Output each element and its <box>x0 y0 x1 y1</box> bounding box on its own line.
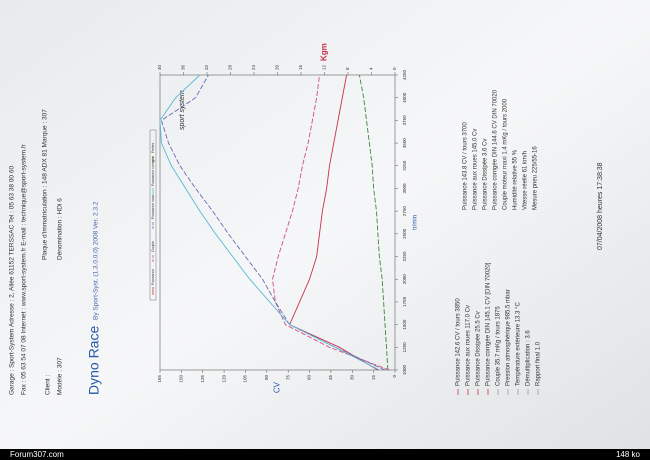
x-axis-label: tr/min <box>413 215 419 230</box>
y2-tick-label: 0 <box>392 67 397 70</box>
y-tick-label: 150 <box>179 375 184 383</box>
y-tick-label: 75 <box>285 375 290 381</box>
y2-tick-label: 32 <box>204 64 209 70</box>
x-tick-label: 4250 <box>402 69 407 80</box>
y2-tick-label: 36 <box>181 64 186 70</box>
result-right: Vitesse réelle 61 km/h <box>523 151 529 210</box>
document: Garage : Sport-System Adresse : 2, Allée… <box>9 43 604 395</box>
x-tick-label: 2250 <box>402 251 407 262</box>
legend-label: Pertes <box>151 143 155 153</box>
header-line: Garage : Sport-System Adresse : 2, Allée… <box>9 166 16 395</box>
footer-size: 148 ko <box>616 450 641 459</box>
y2-tick-label: 16 <box>298 64 303 70</box>
footer-site: Forum307.com <box>10 450 64 459</box>
result-left: Couple 35.7 mKg / tours 1875 <box>496 306 502 386</box>
report-subtitle: By Sport-Syst. (1.3.0.0.0) 2008 Ver. 2.3… <box>93 201 100 320</box>
result-left: Pression atmosphérique 985.5 mbar <box>506 289 512 386</box>
result-left: Puissance aux roues 117.0 Cv <box>466 305 472 386</box>
y-tick-label: 165 <box>157 375 162 383</box>
plate: Plaque d'immatriculation : 148 ADX 81 Ma… <box>42 109 49 260</box>
series-line <box>159 74 380 371</box>
y-tick-label: 105 <box>243 375 248 383</box>
result-left: Température extérieure 13.3 °C <box>516 302 522 386</box>
legend-box <box>149 129 157 301</box>
x-tick-label: 2000 <box>402 274 407 285</box>
header-line: Fax : 05 63 54 07 08 Internet : www.spor… <box>21 143 28 395</box>
y2-axis-label: Kgm <box>320 43 329 61</box>
vehicle-name: Dénomination : HDi 6 <box>57 198 64 260</box>
client: Client : <box>45 375 52 395</box>
y2-tick-label: 12 <box>322 64 327 70</box>
report-title: Dyno Race <box>86 326 102 395</box>
y-tick-label: 120 <box>221 375 226 383</box>
y2-tick-label: 8 <box>345 67 350 70</box>
series-line <box>289 74 379 371</box>
x-tick-label: 1750 <box>402 296 407 307</box>
result-right: Puissance aux roues 145.0 Cv <box>473 129 479 210</box>
footer-bar <box>0 449 650 460</box>
y-tick-label: 15 <box>371 375 376 381</box>
x-tick-label: 2500 <box>402 228 407 239</box>
y-tick-label: 0 <box>392 375 397 378</box>
legend-label: Puissance roue <box>151 195 155 219</box>
result-left: Démultiplication : 3.6 <box>526 330 532 386</box>
x-tick-label: 3250 <box>402 160 407 171</box>
legend-label: Puissance <box>151 269 155 285</box>
result-right: Mesure pneu 225/55-16 <box>533 146 539 210</box>
date: 07/04/2008 heures 17:38:38 <box>597 162 604 250</box>
result-left: Rapport final 1.0 <box>536 341 542 386</box>
y2-tick-label: 20 <box>275 64 280 70</box>
result-left: Puissance corrigée DIN 145.1 CV [DIN 700… <box>486 262 492 386</box>
series-line <box>160 74 386 371</box>
y2-tick-label: 28 <box>228 64 233 70</box>
result-right: Puissance 143.8 CV / tours 3700 <box>463 122 469 210</box>
x-tick-label: 3500 <box>402 138 407 149</box>
model: Modèle : 307 <box>57 357 64 395</box>
logo: sport system <box>179 90 186 130</box>
legend-label: Puissance corrigée <box>151 156 155 186</box>
x-tick-label: 3000 <box>402 183 407 194</box>
legend-label: Couple <box>151 241 155 252</box>
x-tick-label: 4000 <box>402 92 407 103</box>
y-tick-label: 60 <box>307 375 312 381</box>
result-right: Puissance corrigée DIN 144.6 CV DIN 7002… <box>493 89 499 210</box>
x-tick-label: 3750 <box>402 115 407 126</box>
y-tick-label: 45 <box>328 375 333 381</box>
y-tick-label: 90 <box>264 375 269 381</box>
x-tick-label: 1500 <box>402 319 407 330</box>
result-left: Puissance 142.6 CV / tours 3850 <box>456 298 462 386</box>
series-line <box>272 74 390 371</box>
y-tick-label: 135 <box>200 375 205 383</box>
result-right: Humidité relative 55 % <box>513 149 519 210</box>
series-line <box>358 74 389 371</box>
y-axis-label: CV <box>273 381 282 393</box>
result-left: Puissance Dissipée 25.5 Cv <box>476 311 482 386</box>
y2-tick-label: 4 <box>369 67 374 70</box>
x-tick-label: 1250 <box>402 342 407 353</box>
x-tick-label: 2750 <box>402 206 407 217</box>
y-tick-label: 30 <box>349 375 354 381</box>
x-tick-label: 1000 <box>402 364 407 375</box>
y2-tick-label: 40 <box>157 64 162 70</box>
result-right: Couple moteur maxi 1.4 mKg / tours 2000 <box>503 98 509 210</box>
result-right: Puissance Dissipée 3.6 Cv <box>483 139 489 210</box>
y2-tick-label: 24 <box>251 64 256 70</box>
